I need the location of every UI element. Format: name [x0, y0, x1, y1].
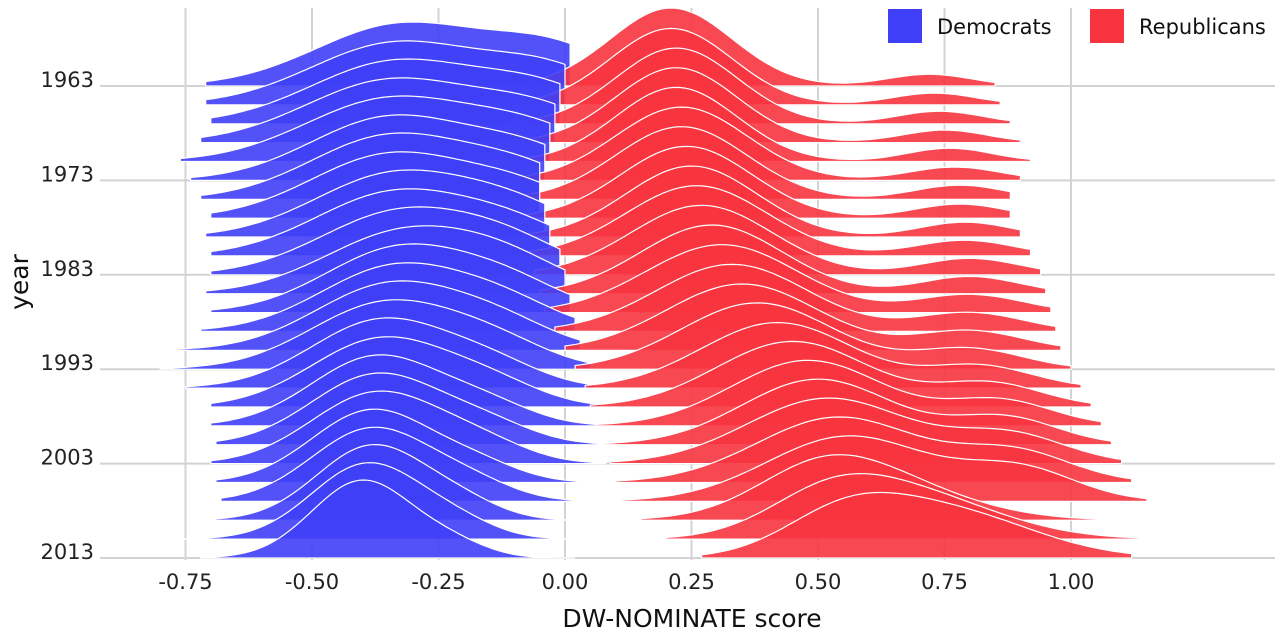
y-tick-label: 2003 [41, 446, 94, 470]
legend-label-democrats: Democrats [937, 15, 1052, 39]
x-tick-label: 0.50 [795, 570, 842, 594]
legend-label-republicans: Republicans [1139, 15, 1266, 39]
y-axis-title: year [5, 253, 34, 309]
x-tick-label: -0.75 [158, 570, 212, 594]
x-tick-label: 0.25 [668, 570, 715, 594]
ridge-democrats-2013 [200, 479, 576, 559]
x-axis-ticks: -0.75 -0.50 -0.25 0.00 0.25 0.50 0.75 1.00 [158, 570, 1094, 594]
x-tick-label: 0.00 [542, 570, 589, 594]
ridge-republicans-2013 [701, 491, 1133, 559]
legend: Democrats Republicans [888, 9, 1266, 43]
ridgelines [159, 7, 1163, 559]
y-tick-label: 1983 [41, 257, 94, 281]
x-tick-label: 0.75 [921, 570, 968, 594]
y-tick-label: 1973 [41, 162, 94, 186]
y-tick-label: 1963 [41, 68, 94, 92]
y-tick-label: 2013 [41, 540, 94, 564]
legend-swatch-democrats [888, 9, 922, 43]
x-tick-label: -0.50 [285, 570, 339, 594]
legend-swatch-republicans [1090, 9, 1124, 43]
x-tick-label: -0.25 [411, 570, 465, 594]
x-tick-label: 1.00 [1048, 570, 1095, 594]
y-axis-ticks: 1963 1973 1983 1993 2003 2013 [41, 68, 94, 564]
x-axis-title: DW-NOMINATE score [562, 604, 821, 633]
y-tick-label: 1993 [41, 351, 94, 375]
